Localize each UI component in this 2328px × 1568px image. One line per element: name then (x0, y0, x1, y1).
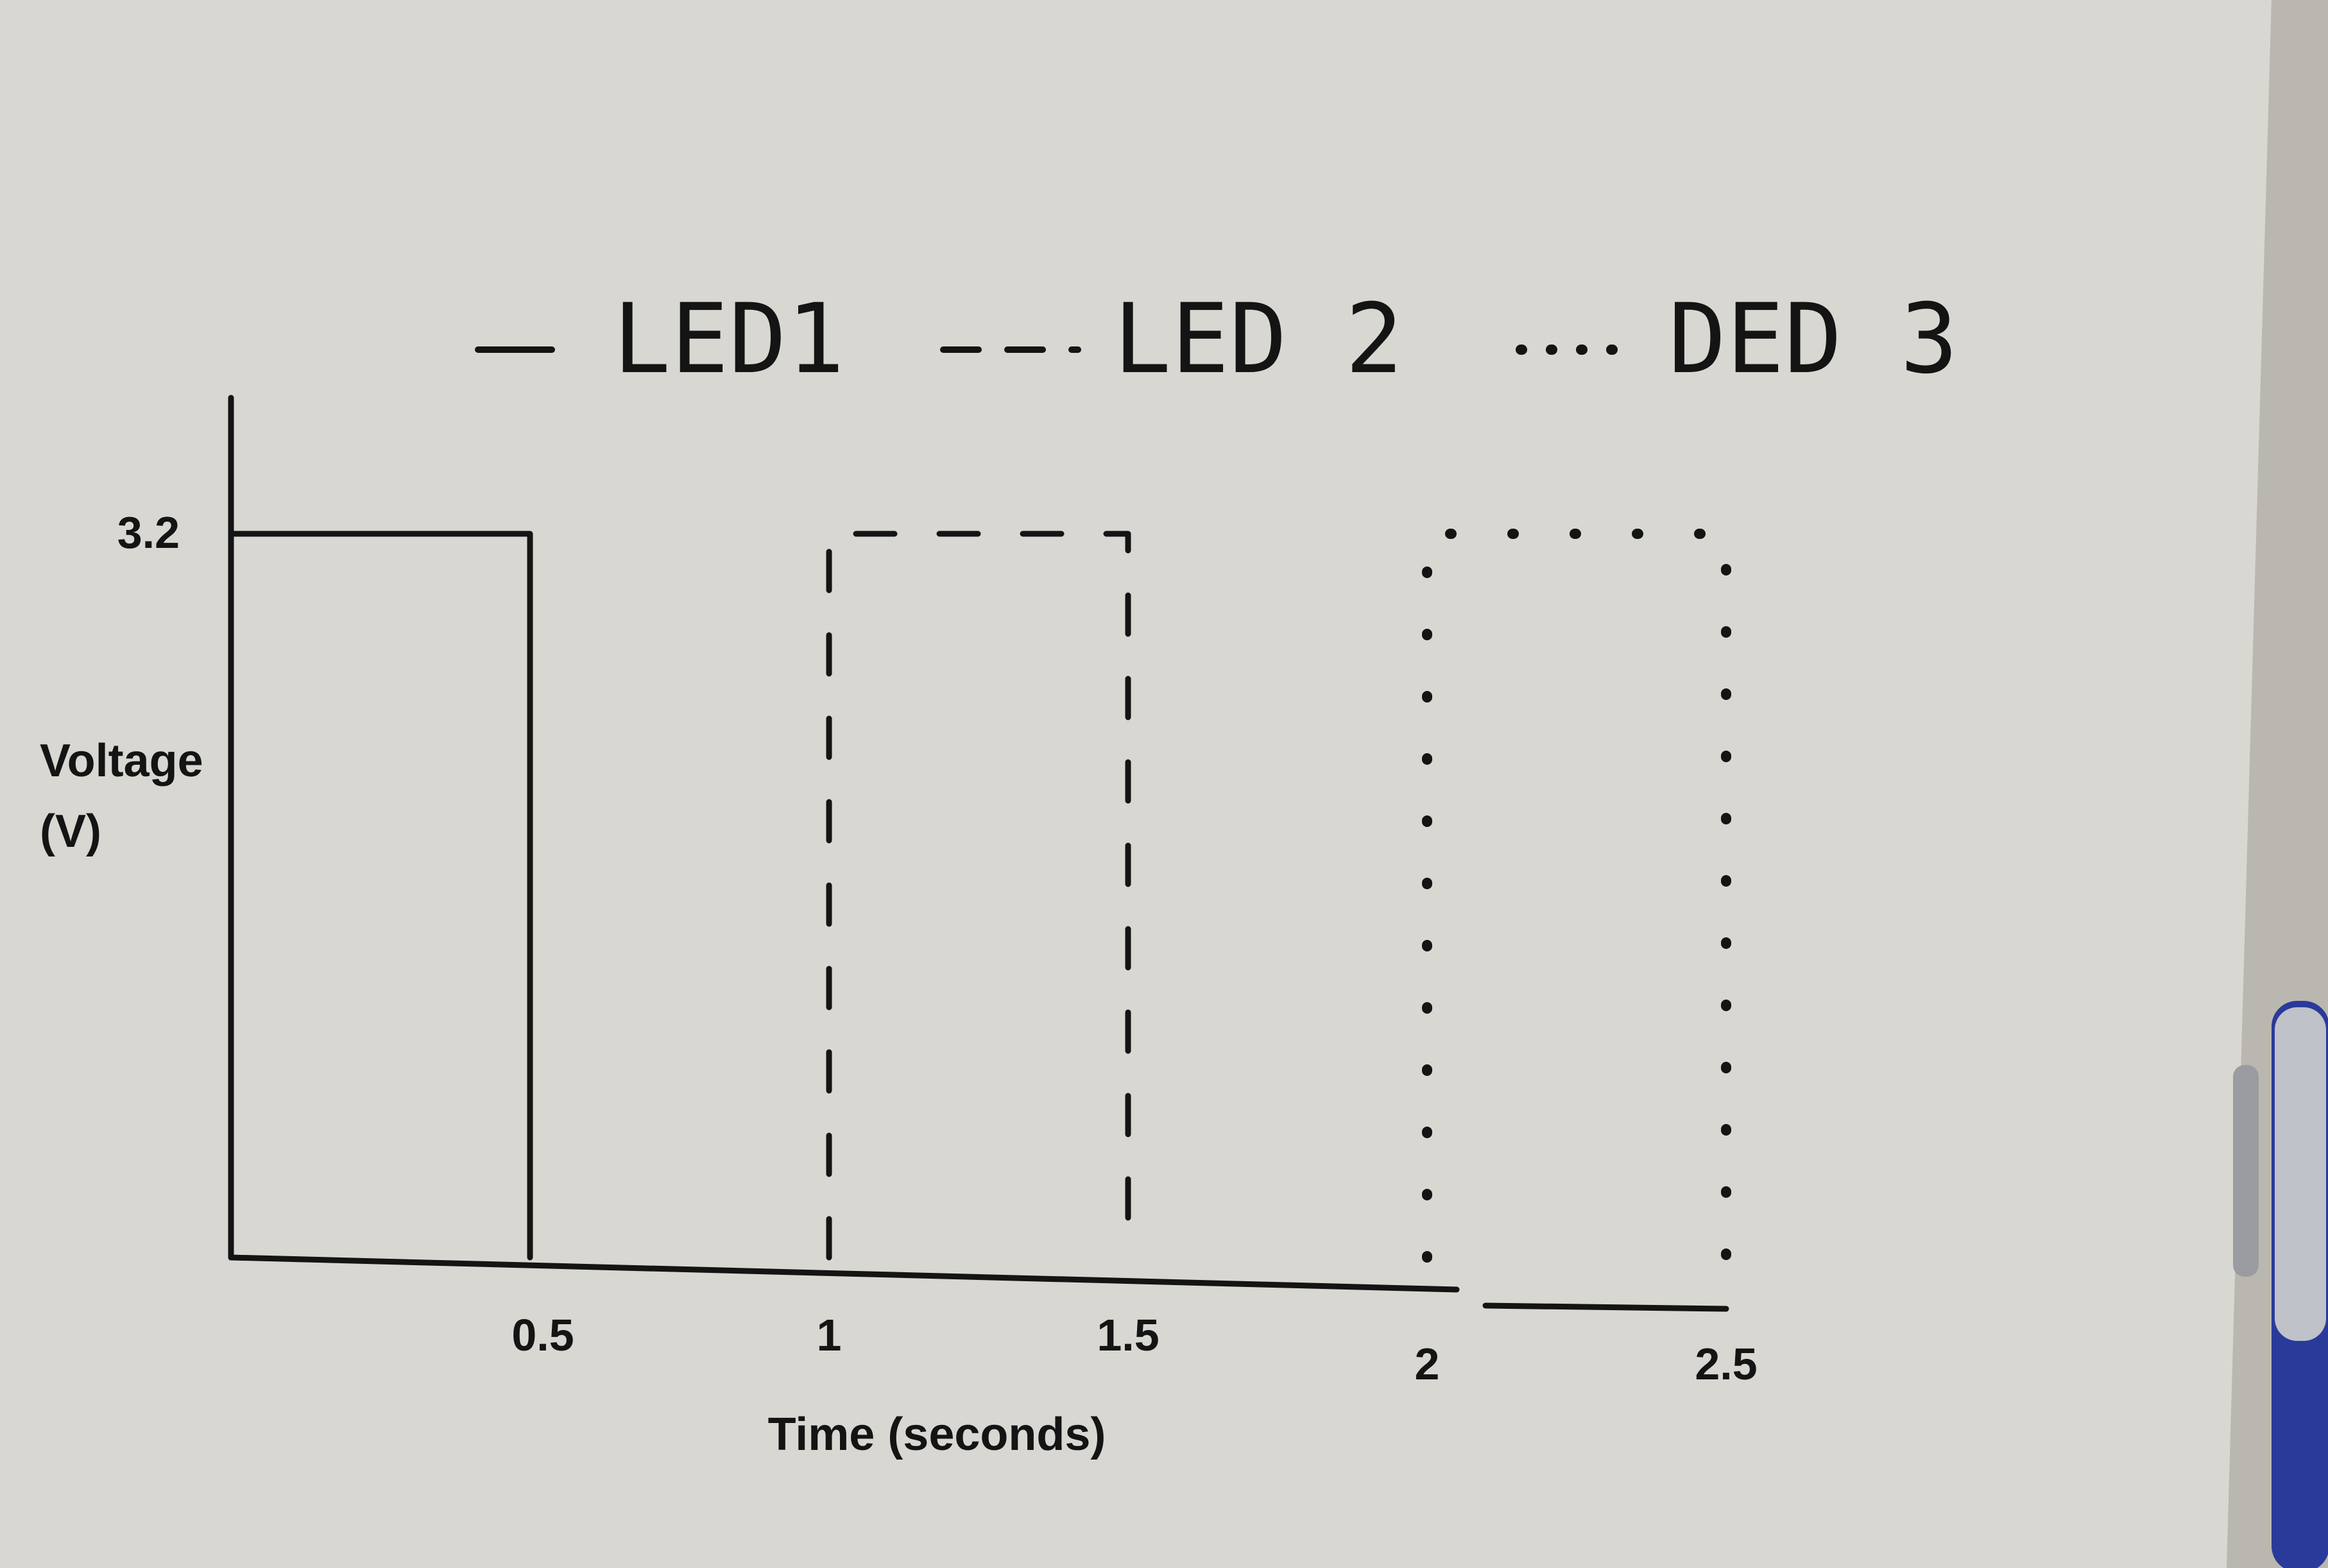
x-tick-label: 2 (1415, 1339, 1440, 1389)
tick-labels: 3.2 0.5 1 1.5 2 2.5 (117, 507, 1758, 1389)
y-axis-label-line: Voltage (40, 735, 203, 787)
x-axis-line-segment (1482, 1302, 1729, 1312)
pen-icon (2233, 1001, 2328, 1568)
series-led1-line (228, 531, 533, 1261)
legend-label-led1: LED1 (613, 284, 844, 395)
x-tick-label: 2.5 (1695, 1339, 1757, 1389)
x-tick-label: 1.5 (1097, 1310, 1159, 1360)
axis-labels: Time (seconds) Voltage (V) (40, 735, 1106, 1460)
x-tick-label: 1 (817, 1310, 842, 1360)
y-axis-label-line: (V) (40, 806, 101, 857)
y-tick-label: 3.2 (117, 507, 180, 558)
legend-label-led3: DED 3 (1668, 284, 1958, 395)
series-led2-line (826, 531, 1131, 1261)
x-axis-label: Time (seconds) (768, 1409, 1106, 1460)
series-led3-line (1422, 529, 1731, 1263)
series-layer (228, 529, 1731, 1263)
legend: LED1 LED 2 DED 3 (475, 284, 1958, 395)
x-axis-line (228, 1254, 1460, 1293)
paper-sheet (0, 0, 2272, 1568)
x-tick-label: 0.5 (511, 1310, 574, 1360)
legend-label-led2: LED 2 (1113, 284, 1403, 395)
